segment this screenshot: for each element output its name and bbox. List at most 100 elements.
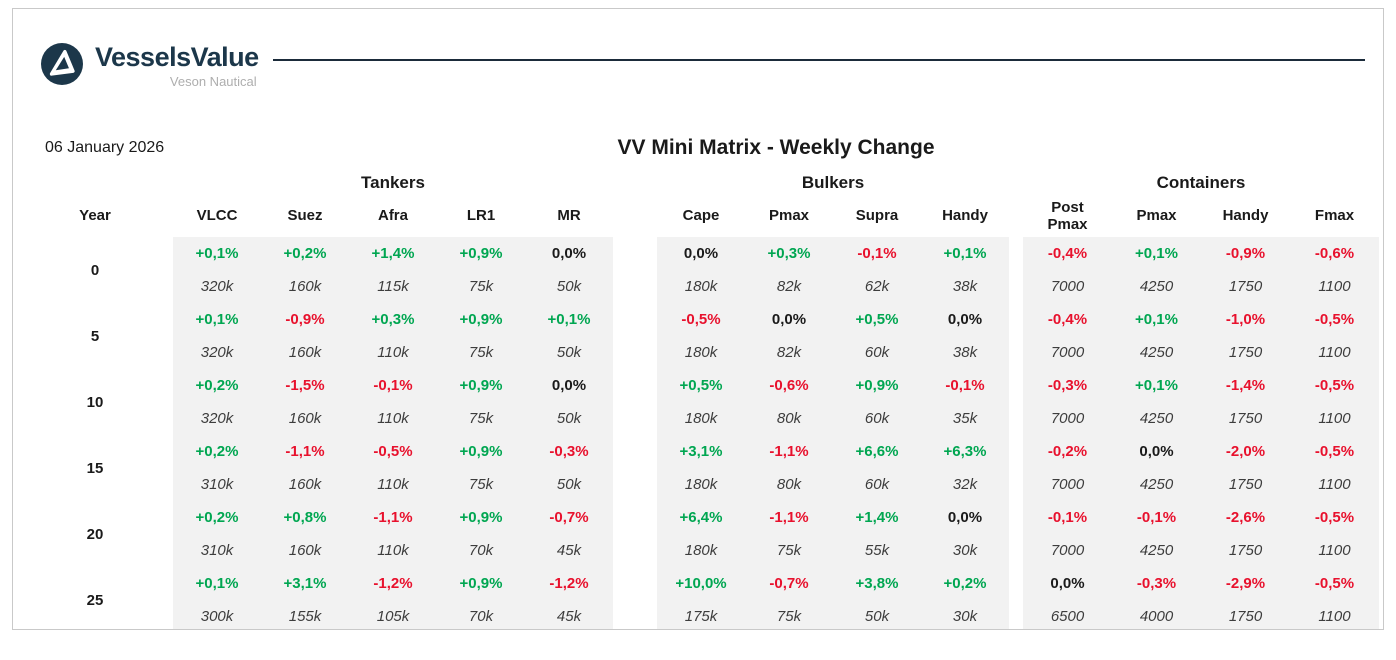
pct-cell: -1,2% (349, 567, 437, 600)
col-header-vlcc: VLCC (196, 207, 238, 225)
pct-cell: -2,6% (1201, 501, 1290, 534)
pct-cell: -0,1% (921, 369, 1009, 402)
wordmark: VesselsValue Veson Nautical (95, 42, 259, 88)
pct-cell: +0,1% (173, 237, 261, 270)
value-cell: 160k (261, 534, 349, 567)
pct-cell: +10,0% (657, 567, 745, 600)
value-cell: 160k (261, 336, 349, 369)
pct-cell: +0,1% (1112, 303, 1201, 336)
value-cell: 50k (525, 468, 613, 501)
col-header-supra: Supra (855, 207, 899, 225)
value-cell: 1100 (1290, 402, 1379, 435)
value-cell: 38k (921, 336, 1009, 369)
value-cell: 1750 (1201, 402, 1290, 435)
value-cell: 320k (173, 402, 261, 435)
report-date: 06 January 2026 (45, 139, 165, 156)
pct-cell: 0,0% (525, 237, 613, 270)
value-cell: 160k (261, 468, 349, 501)
pct-cell: -0,1% (1023, 501, 1112, 534)
value-cell: 7000 (1023, 270, 1112, 303)
value-cell: 110k (349, 468, 437, 501)
col-header-year: Year (79, 207, 111, 225)
vesselsvalue-logo: VesselsValue Veson Nautical (41, 42, 259, 89)
year-row-group: 15 +0,2% -1,1% -0,5% +0,9% -0,3% 310k 160k 110k 7… (25, 435, 1383, 501)
pct-cell: +0,9% (437, 435, 525, 468)
pct-cell: -1,2% (525, 567, 613, 600)
pct-cell: 0,0% (1112, 435, 1201, 468)
pct-cell: -1,1% (261, 435, 349, 468)
value-cell: 4250 (1112, 336, 1201, 369)
pct-cell: +3,8% (833, 567, 921, 600)
pct-cell: +0,3% (349, 303, 437, 336)
value-cell: 62k (833, 270, 921, 303)
value-cell: 80k (745, 468, 833, 501)
group-label-tankers: Tankers (361, 173, 425, 192)
table-body: 0 +0,1% +0,2% +1,4% +0,9% 0,0% 320k 160k 115k 75k… (13, 237, 1383, 629)
value-cell: 1100 (1290, 600, 1379, 629)
pct-cell: +0,8% (261, 501, 349, 534)
value-cell: 45k (525, 534, 613, 567)
pct-cell: -0,5% (1290, 369, 1379, 402)
pct-cell: -1,1% (349, 501, 437, 534)
year-label: 5 (25, 303, 165, 369)
value-cell: 1750 (1201, 336, 1290, 369)
value-cell: 80k (745, 402, 833, 435)
col-header-mr: MR (557, 207, 581, 225)
col-header-bulk-handy: Handy (942, 207, 988, 225)
pct-cell: -1,1% (745, 501, 833, 534)
value-cell: 4000 (1112, 600, 1201, 629)
pct-cell: -0,3% (1023, 369, 1112, 402)
pct-cell: 0,0% (921, 303, 1009, 336)
value-cell: 70k (437, 600, 525, 629)
pct-cell: -0,1% (1112, 501, 1201, 534)
value-cell: 1750 (1201, 270, 1290, 303)
value-cell: 70k (437, 534, 525, 567)
col-header-cont-handy: Handy (1222, 207, 1269, 225)
pct-cell: +0,5% (657, 369, 745, 402)
value-cell: 55k (833, 534, 921, 567)
group-label-containers: Containers (1156, 173, 1246, 192)
value-cell: 50k (833, 600, 921, 629)
pct-cell: +1,4% (833, 501, 921, 534)
pct-cell: -0,5% (1290, 567, 1379, 600)
value-cell: 75k (437, 270, 525, 303)
pct-cell: -0,3% (1112, 567, 1201, 600)
year-label: 25 (25, 567, 165, 629)
value-cell: 300k (173, 600, 261, 629)
pct-cell: +1,4% (349, 237, 437, 270)
pct-cell: 0,0% (525, 369, 613, 402)
group-label-bulkers: Bulkers (801, 173, 865, 192)
value-cell: 1100 (1290, 534, 1379, 567)
year-row-group: 25 +0,1% +3,1% -1,2% +0,9% -1,2% 300k 155k 105k 7… (25, 567, 1383, 629)
pct-cell: 0,0% (745, 303, 833, 336)
value-cell: 1750 (1201, 600, 1290, 629)
value-cell: 1100 (1290, 336, 1379, 369)
pct-cell: -2,9% (1201, 567, 1290, 600)
value-cell: 115k (349, 270, 437, 303)
value-cell: 310k (173, 468, 261, 501)
value-cell: 60k (833, 336, 921, 369)
value-cell: 60k (833, 468, 921, 501)
pct-cell: -0,5% (1290, 501, 1379, 534)
pct-cell: +0,2% (173, 369, 261, 402)
value-cell: 38k (921, 270, 1009, 303)
value-cell: 175k (657, 600, 745, 629)
value-cell: 7000 (1023, 534, 1112, 567)
pct-cell: 0,0% (921, 501, 1009, 534)
value-cell: 1750 (1201, 534, 1290, 567)
pct-cell: +0,2% (921, 567, 1009, 600)
value-cell: 75k (437, 468, 525, 501)
value-cell: 50k (525, 336, 613, 369)
value-cell: 110k (349, 534, 437, 567)
pct-cell: +6,4% (657, 501, 745, 534)
pct-cell: -0,5% (1290, 435, 1379, 468)
value-cell: 50k (525, 402, 613, 435)
value-cell: 320k (173, 336, 261, 369)
year-label: 20 (25, 501, 165, 567)
pct-cell: +3,1% (657, 435, 745, 468)
report-frame: VesselsValue Veson Nautical 06 January 2… (12, 8, 1384, 630)
pct-cell: -0,1% (833, 237, 921, 270)
year-row-group: 10 +0,2% -1,5% -0,1% +0,9% 0,0% 320k 160k 110k 75… (25, 369, 1383, 435)
pct-cell: +0,2% (173, 501, 261, 534)
page-title: VV Mini Matrix - Weekly Change (617, 136, 935, 159)
